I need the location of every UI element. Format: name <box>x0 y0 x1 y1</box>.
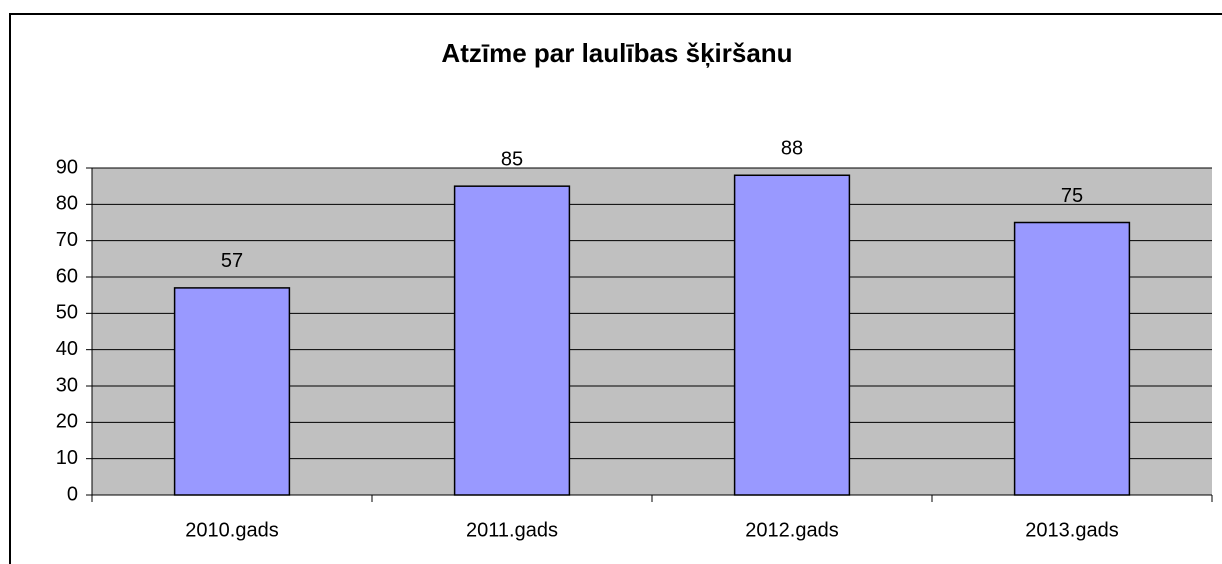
x-tick-label: 2012.gads <box>745 519 838 541</box>
x-tick-label: 2010.gads <box>185 519 278 541</box>
x-tick-label: 2011.gads <box>466 519 558 541</box>
y-tick-label: 90 <box>56 156 78 178</box>
y-tick-label: 60 <box>56 265 78 287</box>
chart-title: Atzīme par laulības šķiršanu <box>441 38 792 68</box>
bar <box>733 174 851 496</box>
data-label: 85 <box>501 148 523 170</box>
data-label: 88 <box>781 138 803 160</box>
bar <box>453 185 571 496</box>
x-tick-label: 2013.gads <box>1025 519 1118 541</box>
data-label: 75 <box>1061 185 1083 207</box>
y-tick-label: 20 <box>56 411 78 433</box>
bar <box>173 287 291 496</box>
y-tick-label: 50 <box>56 302 78 324</box>
y-tick-label: 80 <box>56 193 78 215</box>
y-tick-label: 0 <box>67 483 78 505</box>
bar <box>1013 221 1131 496</box>
y-tick-label: 10 <box>56 447 78 469</box>
y-tick-label: 70 <box>56 229 78 251</box>
y-tick-label: 40 <box>56 338 78 360</box>
data-label: 57 <box>221 250 243 272</box>
y-tick-label: 30 <box>56 374 78 396</box>
